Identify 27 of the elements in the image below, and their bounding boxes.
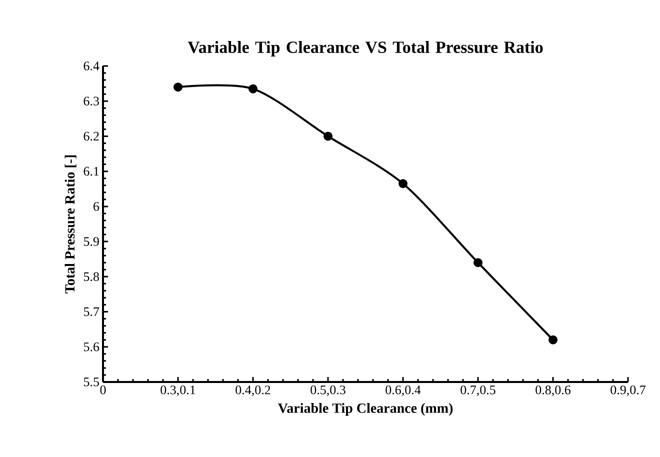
y-tick-label: 5.9 — [84, 237, 99, 246]
y-tick-label: 6.2 — [84, 132, 99, 141]
point — [248, 84, 258, 94]
y-tick-label: 5.8 — [84, 272, 99, 282]
y-tick-label: 6.1 — [84, 166, 99, 176]
y-tick-label: 5.5 — [84, 378, 99, 386]
y-tick-label: 5.7 — [84, 307, 100, 316]
x-tick-label: 0.9,0.7 — [610, 386, 646, 396]
y-tick-label: 6.3 — [84, 96, 99, 106]
x-tick-label: 0.4,0.2 — [236, 386, 270, 396]
y-tick-label: 6.4 — [84, 62, 100, 70]
point — [398, 179, 408, 188]
y-axis-title: Total Pressure Ratio [-] — [64, 155, 76, 294]
point — [324, 132, 333, 141]
y-tick-label: 6 — [94, 202, 100, 211]
chart-title: Variable Tip Clearance VS Total Pressure Ratio — [188, 41, 543, 56]
x-tick-label: 0.7,0.5 — [460, 386, 496, 396]
x-tick-label: 0.5,0.3 — [310, 386, 346, 396]
x-axis-title: Variable Tip Clearance (mm) — [278, 403, 453, 416]
point — [474, 258, 483, 268]
point — [174, 82, 183, 92]
x-tick-label: 0.6,0.4 — [386, 386, 421, 396]
x-tick-label: 0 — [100, 386, 106, 394]
y-tick-label: 5.6 — [84, 342, 100, 352]
x-tick-label: 0.3,0.1 — [160, 386, 196, 396]
point — [548, 335, 558, 344]
x-tick-label: 0.8,0.6 — [536, 386, 570, 396]
